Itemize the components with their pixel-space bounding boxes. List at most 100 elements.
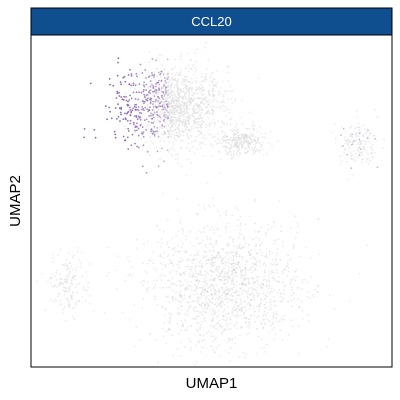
scatter-point <box>250 124 253 127</box>
scatter-point <box>129 109 132 111</box>
scatter-point <box>341 160 343 163</box>
scatter-point <box>161 94 164 97</box>
scatter-point <box>246 277 249 280</box>
scatter-point <box>219 141 221 144</box>
scatter-point <box>211 301 214 304</box>
scatter-point <box>133 304 136 307</box>
scatter-point <box>359 141 362 144</box>
scatter-point <box>113 130 116 133</box>
scatter-point <box>340 134 342 137</box>
scatter-point <box>221 80 224 83</box>
scatter-point <box>170 296 173 299</box>
scatter-point <box>270 290 272 293</box>
scatter-point <box>135 103 138 106</box>
scatter-point <box>198 261 201 263</box>
scatter-point <box>249 294 251 296</box>
scatter-point <box>373 152 376 154</box>
scatter-point <box>220 247 223 250</box>
scatter-point <box>310 257 313 260</box>
scatter-point <box>223 105 226 108</box>
scatter-point <box>235 267 238 269</box>
scatter-point <box>190 125 193 128</box>
scatter-point <box>207 297 210 300</box>
scatter-point <box>217 291 220 294</box>
scatter-point <box>187 287 189 290</box>
scatter-point <box>149 89 152 91</box>
scatter-point <box>149 333 152 335</box>
scatter-point <box>260 244 262 247</box>
scatter-point <box>176 263 179 266</box>
scatter-point <box>368 134 371 137</box>
scatter-point <box>180 109 183 112</box>
scatter-point <box>356 149 359 152</box>
scatter-point <box>241 258 244 261</box>
scatter-point <box>165 86 168 89</box>
scatter-point <box>171 93 174 96</box>
scatter-point <box>201 93 204 96</box>
scatter-point <box>355 152 358 155</box>
scatter-point <box>247 145 250 148</box>
scatter-point <box>291 305 293 308</box>
scatter-point <box>225 275 227 278</box>
scatter-point <box>361 161 363 164</box>
scatter-point <box>218 289 220 292</box>
scatter-point <box>164 314 167 316</box>
scatter-point <box>203 99 206 101</box>
scatter-point <box>172 130 175 132</box>
scatter-point <box>352 158 355 161</box>
scatter-point <box>290 294 293 297</box>
scatter-point <box>202 310 204 313</box>
scatter-point <box>248 111 251 114</box>
scatter-point <box>185 76 188 78</box>
scatter-point <box>222 330 224 332</box>
scatter-point <box>241 133 243 136</box>
scatter-point <box>215 85 218 88</box>
scatter-point <box>307 290 310 293</box>
scatter-point <box>248 283 251 285</box>
scatter-point <box>275 269 278 272</box>
scatter-point <box>215 70 218 73</box>
scatter-point <box>163 140 166 143</box>
scatter-point <box>235 307 238 310</box>
scatter-point <box>169 105 172 108</box>
scatter-point <box>281 281 284 284</box>
scatter-point <box>180 130 183 133</box>
scatter-point <box>234 144 237 147</box>
scatter-point <box>215 290 218 293</box>
scatter-point <box>232 286 235 289</box>
scatter-point <box>187 89 189 92</box>
scatter-point <box>232 268 235 271</box>
scatter-point <box>290 319 293 322</box>
scatter-point <box>217 298 220 301</box>
scatter-point <box>250 135 253 138</box>
scatter-point <box>243 317 246 319</box>
scatter-point <box>156 95 159 98</box>
scatter-point <box>182 114 185 117</box>
scatter-point <box>196 293 199 296</box>
scatter-point <box>182 130 185 133</box>
scatter-point <box>115 269 117 272</box>
scatter-point <box>229 256 232 259</box>
scatter-point <box>232 279 235 282</box>
scatter-point <box>350 167 353 170</box>
scatter-point <box>127 105 130 108</box>
scatter-point <box>151 117 154 120</box>
scatter-point <box>223 282 225 285</box>
scatter-point <box>237 263 240 266</box>
scatter-point <box>221 101 224 103</box>
scatter-point <box>147 121 150 124</box>
scatter-point <box>154 100 157 103</box>
scatter-point <box>228 317 231 319</box>
scatter-point <box>71 295 73 297</box>
scatter-point <box>256 261 258 264</box>
scatter-point <box>179 290 182 292</box>
scatter-point <box>376 166 379 169</box>
scatter-point <box>215 270 218 272</box>
scatter-point <box>262 292 265 295</box>
scatter-point <box>167 86 170 89</box>
scatter-point <box>317 218 320 221</box>
scatter-point <box>240 325 243 327</box>
scatter-point <box>253 298 256 301</box>
scatter-point <box>86 289 89 292</box>
scatter-point <box>178 74 181 76</box>
